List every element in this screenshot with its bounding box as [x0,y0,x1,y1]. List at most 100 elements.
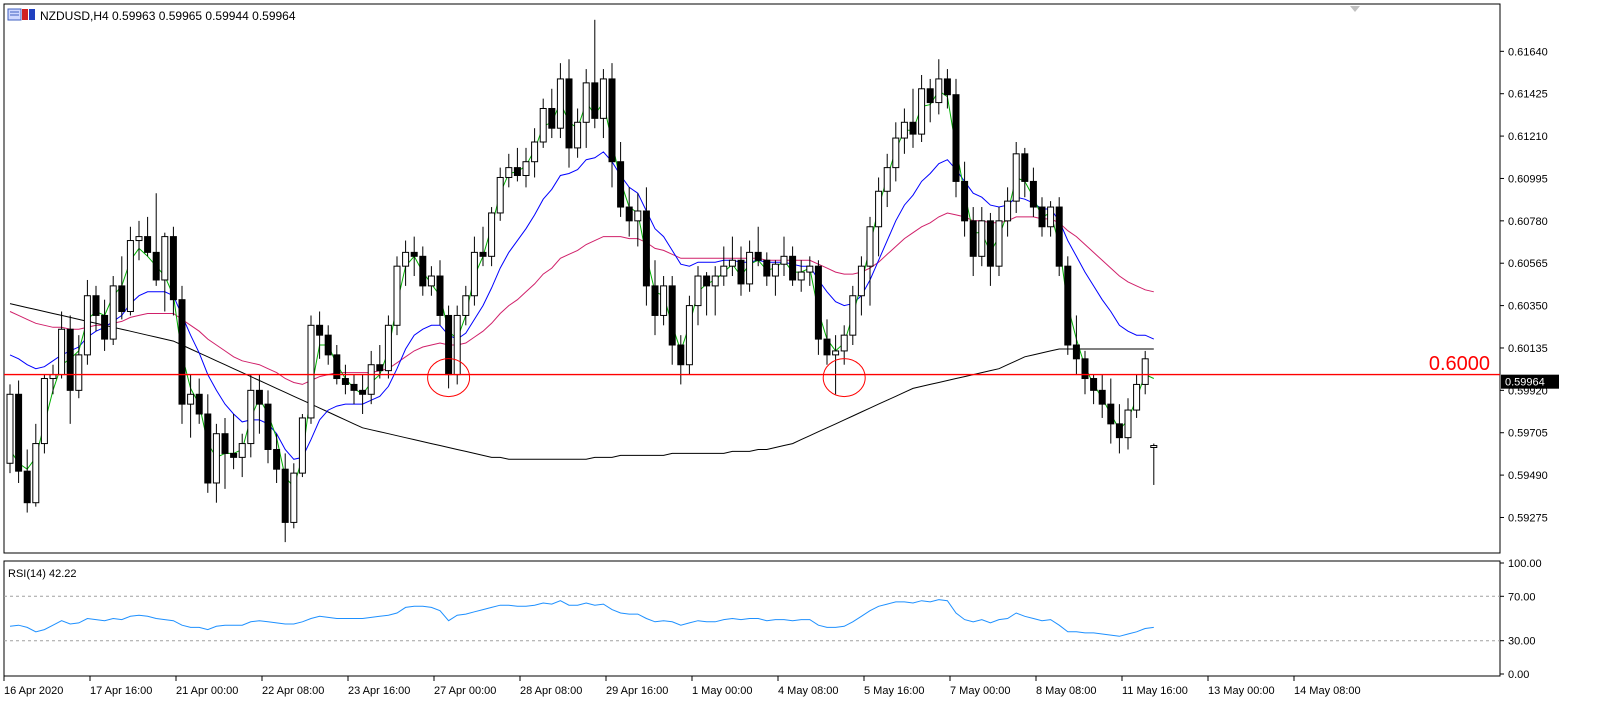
bear-candle [677,344,685,366]
bull-candle [298,417,306,474]
bull-candle [6,393,14,464]
bear-candle [548,107,556,129]
bull-candle [470,251,478,297]
bear-candle [376,364,384,372]
rsi-tick-label: 70.00 [1508,591,1536,603]
bear-candle [195,393,203,415]
shift-marker-icon[interactable] [1350,6,1360,12]
bull-candle [720,265,728,277]
bull-candle [1150,445,1158,449]
bear-candle [221,433,229,454]
bull-candle [1124,409,1132,439]
bear-candle [410,251,418,257]
bull-candle [746,251,754,285]
price-tick-label: 0.59275 [1508,512,1548,524]
rsi-tick-label: 100.00 [1508,558,1542,570]
time-tick-label: 7 May 00:00 [950,685,1011,697]
time-tick-label: 21 Apr 00:00 [176,685,238,697]
rsi-tick-label: 30.00 [1508,636,1536,648]
bull-candle [582,82,590,123]
bull-candle [187,393,195,405]
bull-candle [522,161,530,177]
time-tick-label: 14 May 08:00 [1294,685,1361,697]
bull-candle [711,275,719,287]
bull-candle [453,314,461,376]
bull-candle [574,121,582,149]
bear-candle [23,470,31,504]
rsi-label: RSI(14) 42.22 [8,568,76,580]
bear-candle [15,393,23,472]
bull-candle [135,236,143,242]
bull-candle [875,190,883,228]
ma-mid-line [9,151,1155,460]
bull-candle [832,350,840,356]
current-price-tag [1501,374,1559,389]
bear-candle [823,338,831,356]
bull-candle [883,167,891,192]
bear-candle [565,78,573,149]
bull-candle [771,263,779,277]
price-panel-frame [3,3,1501,554]
bull-candle [685,305,693,366]
bear-candle [1107,403,1115,425]
bull-candle [634,210,642,222]
bull-candle [556,78,564,129]
bear-candle [333,354,341,380]
bear-candle [608,78,616,163]
symbol-icon[interactable] [7,8,35,21]
bear-candle [178,299,186,405]
bear-candle [1021,153,1029,182]
bear-candle [1090,378,1098,391]
current-price-label: 0.59964 [1505,377,1545,389]
bear-candle [350,383,358,391]
time-tick-label: 1 May 00:00 [692,685,753,697]
bear-candle [419,255,427,287]
bear-candle [144,236,152,253]
bull-candle [849,295,857,336]
time-tick-label: 13 May 00:00 [1208,685,1275,697]
bear-candle [479,251,487,257]
bull-candle [780,255,788,265]
bull-candle [866,226,874,267]
bear-candle [204,413,212,484]
price-tick-label: 0.59920 [1508,385,1548,397]
bear-candle [1098,389,1106,405]
time-tick-label: 5 May 16:00 [864,685,925,697]
bull-candle [892,137,900,169]
bull-candle [1004,200,1012,222]
time-tick-label: 29 Apr 16:00 [606,685,668,697]
bull-candle [539,107,547,143]
bull-candle [694,275,702,307]
bull-candle [75,354,83,391]
bull-candle [32,443,40,504]
price-tick-label: 0.60565 [1508,258,1548,270]
bull-candle [1047,206,1055,228]
bull-candle [995,220,1003,267]
bull-candle [660,285,668,316]
bear-candle [952,94,960,182]
bear-candle [264,403,272,450]
bear-candle [909,121,917,135]
time-tick-label: 23 Apr 16:00 [348,685,410,697]
bear-candle [281,468,289,523]
bear-candle [943,78,951,96]
bear-candle [316,324,324,336]
bear-candle [273,448,281,470]
bear-candle [359,389,367,395]
rsi-tick-label: 0.00 [1508,669,1529,681]
bull-candle [488,212,496,257]
bull-candle [935,78,943,104]
bear-candle [66,328,74,391]
bear-candle [445,314,453,376]
time-tick-label: 11 May 16:00 [1122,685,1188,697]
bull-candle [58,328,66,376]
bear-candle [591,82,599,119]
highlight-circle [822,358,866,398]
bull-candle [978,220,986,257]
bull-candle [599,78,607,119]
bull-candle [126,240,134,313]
price-tick-label: 0.61210 [1508,131,1548,143]
bull-candle [367,364,375,395]
time-tick-label: 8 May 08:00 [1036,685,1097,697]
